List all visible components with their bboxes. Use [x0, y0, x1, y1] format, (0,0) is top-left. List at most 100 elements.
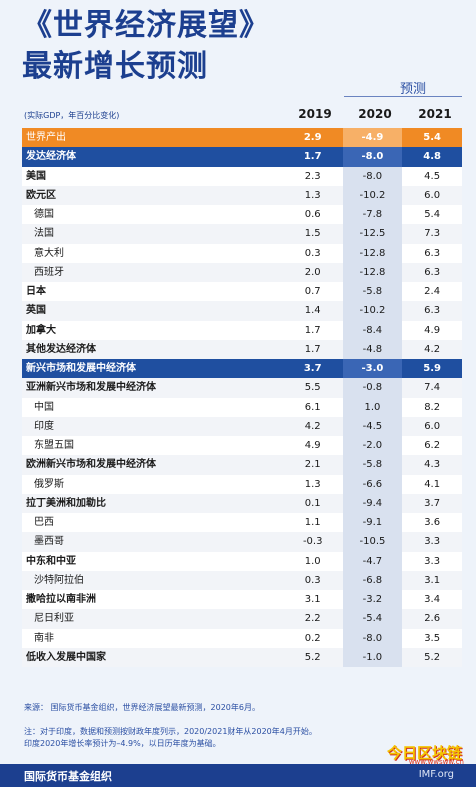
- table-row: 沙特阿拉伯 0.3 -6.8 3.1: [22, 570, 462, 590]
- value-2019: -0.3: [302, 536, 323, 548]
- value-2020: -1.0: [342, 647, 403, 667]
- table-row: 新兴市场和发展中经济体 3.7 -3.0 5.9: [22, 359, 462, 379]
- value-2019: 1.3: [304, 478, 321, 490]
- value-2019: 0.3: [304, 247, 321, 259]
- value-2021: 3.3: [424, 555, 441, 567]
- row-label: 亚洲新兴市场和发展中经济体: [26, 382, 156, 394]
- row-label: 中国: [34, 401, 54, 413]
- value-2021: 3.7: [424, 497, 441, 509]
- row-label: 低收入发展中国家: [26, 651, 106, 663]
- row-label: 俄罗斯: [34, 478, 64, 490]
- value-2021: 2.4: [424, 286, 441, 297]
- value-2020: -10.5: [342, 532, 403, 552]
- value-2021: 4.2: [424, 343, 441, 355]
- value-2020: -8.4: [342, 320, 403, 340]
- value-2020: -5.8: [342, 455, 403, 475]
- header-2019: 2019: [298, 107, 332, 121]
- value-2019: 3.1: [304, 594, 321, 605]
- footnote-line1: 注：对于印度，数据和预测按财政年度列示，2020/2021财年从2020年4月开…: [24, 727, 317, 736]
- value-2019: 5.5: [304, 382, 321, 394]
- row-label: 意大利: [34, 247, 64, 259]
- footer-bar: 国际货币基金组织 IMF.org: [0, 764, 476, 787]
- value-2020: 1.0: [342, 397, 403, 417]
- value-2020: -12.5: [342, 224, 403, 244]
- row-label: 英国: [26, 305, 46, 317]
- value-2021: 7.3: [424, 228, 441, 240]
- value-2021: 6.3: [424, 266, 441, 278]
- page-title-line1: 《世界经济展望》: [22, 8, 270, 43]
- row-label: 其他发达经济体: [26, 343, 96, 355]
- value-2020: -12.8: [342, 262, 403, 282]
- value-2019: 1.7: [304, 343, 321, 355]
- value-2021: 4.8: [423, 151, 441, 163]
- row-label: 东盟五国: [34, 440, 74, 451]
- table-row: 美国 2.3 -8.0 4.5: [22, 166, 462, 186]
- footer-imf-link[interactable]: IMF.org: [418, 769, 454, 780]
- value-2019: 0.2: [304, 632, 321, 644]
- value-2020: -3.0: [342, 359, 403, 379]
- table-row: 尼日利亚 2.2 -5.4 2.6: [22, 609, 462, 629]
- value-2020: -7.8: [342, 205, 403, 225]
- table-row: 世界产出 2.9 -4.9 5.4: [22, 128, 462, 148]
- table-row: 欧元区 1.3 -10.2 6.0: [22, 185, 462, 205]
- table-row: 俄罗斯 1.3 -6.6 4.1: [22, 474, 462, 494]
- row-label: 德国: [34, 209, 54, 220]
- value-2019: 1.1: [304, 517, 321, 528]
- value-2021: 3.1: [424, 574, 441, 586]
- table-row: 英国 1.4 -10.2 6.3: [22, 301, 462, 321]
- row-label: 日本: [26, 286, 46, 297]
- value-2021: 6.3: [424, 247, 441, 259]
- value-2020: -4.9: [342, 128, 403, 148]
- watermark-url: www.wwsww.cn: [408, 758, 464, 766]
- value-2019: 1.7: [303, 151, 322, 163]
- table-row: 印度 4.2 -4.5 6.0: [22, 416, 462, 436]
- table-row: 亚洲新兴市场和发展中经济体 5.5 -0.8 7.4: [22, 378, 462, 398]
- value-2021: 3.4: [424, 594, 441, 605]
- value-2021: 8.2: [424, 401, 441, 413]
- value-2020: -8.0: [342, 147, 403, 167]
- table-row: 拉丁美洲和加勒比 0.1 -9.4 3.7: [22, 493, 462, 513]
- value-2019: 2.1: [304, 459, 321, 471]
- value-2019: 1.5: [304, 228, 321, 240]
- value-2020: -10.2: [342, 185, 403, 205]
- row-label: 新兴市场和发展中经济体: [26, 363, 136, 374]
- table-row: 其他发达经济体 1.7 -4.8 4.2: [22, 339, 462, 359]
- value-2021: 4.3: [424, 459, 441, 471]
- table-row: 日本 0.7 -5.8 2.4: [22, 282, 462, 302]
- value-2019: 0.7: [304, 286, 321, 297]
- table-row: 南非 0.2 -8.0 3.5: [22, 628, 462, 648]
- value-2019: 4.2: [304, 420, 321, 432]
- value-2020: -10.2: [342, 301, 403, 321]
- value-2019: 0.3: [304, 574, 321, 586]
- row-label: 拉丁美洲和加勒比: [26, 497, 106, 509]
- value-2019: 1.3: [304, 189, 321, 201]
- value-2019: 1.4: [304, 305, 321, 317]
- row-label: 欧洲新兴市场和发展中经济体: [26, 459, 156, 471]
- row-label: 中东和中亚: [26, 555, 76, 567]
- row-label: 印度: [34, 420, 54, 432]
- value-2019: 3.7: [303, 363, 322, 374]
- value-2021: 6.0: [424, 420, 441, 432]
- header-2020: 2020: [358, 107, 392, 121]
- source-note: 来源： 国际货币基金组织，世界经济展望最新预测，2020年6月。: [24, 703, 260, 712]
- table-row: 加拿大 1.7 -8.4 4.9: [22, 320, 462, 340]
- value-2020: -3.2: [342, 590, 403, 610]
- value-2021: 3.5: [424, 632, 441, 644]
- value-2019: 2.3: [304, 170, 321, 182]
- value-2021: 3.3: [424, 536, 441, 548]
- row-label: 法国: [34, 228, 54, 240]
- table-row: 墨西哥 -0.3 -10.5 3.3: [22, 532, 462, 552]
- header-2021: 2021: [418, 107, 452, 121]
- value-2019: 2.9: [303, 132, 322, 143]
- value-2021: 5.2: [424, 651, 441, 663]
- row-label: 墨西哥: [34, 536, 64, 548]
- value-2020: -4.8: [342, 339, 403, 359]
- row-label: 世界产出: [26, 132, 66, 143]
- value-2020: -8.0: [342, 166, 403, 186]
- value-2021: 5.4: [424, 209, 441, 220]
- row-label: 发达经济体: [26, 151, 76, 163]
- table-row: 中国 6.1 1.0 8.2: [22, 397, 462, 417]
- value-2019: 0.6: [304, 209, 321, 220]
- watermark-logo: 今日区块链: [386, 744, 462, 762]
- value-2021: 4.1: [424, 478, 441, 490]
